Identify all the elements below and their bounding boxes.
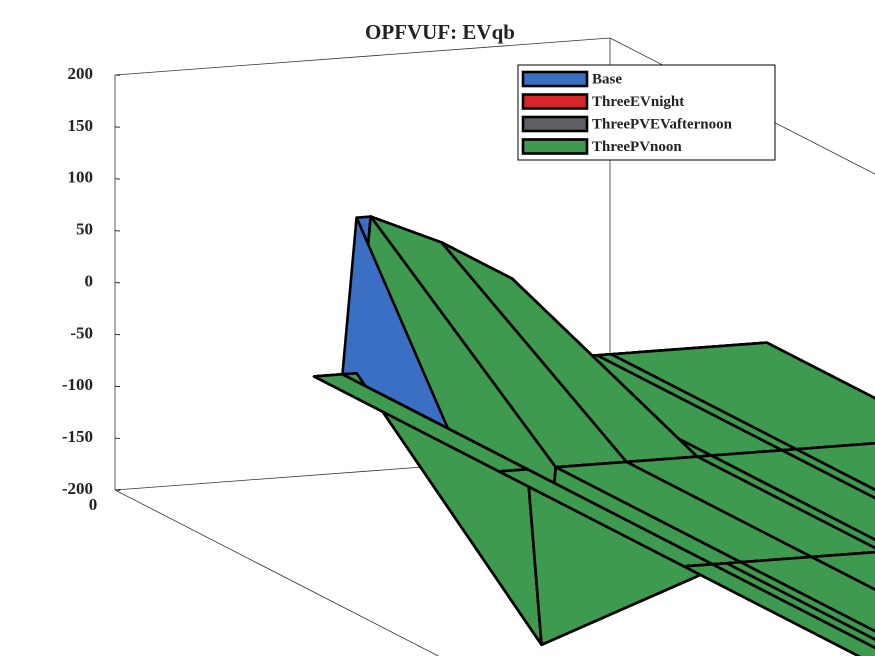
axis-box-edge [114,37,611,76]
axis-box-edge [609,37,875,175]
legend-label: ThreePVEVafternoon [592,116,733,132]
legend-label: ThreePVnoon [592,139,682,155]
z-tick-label: 200 [68,64,94,83]
surface-patch [794,442,875,492]
legend-swatch [521,115,589,133]
z-tick-label: 50 [76,220,93,239]
chart-title: OPFVUF: EVqb [365,20,515,44]
y-tick [114,489,122,491]
z-tick-label: -200 [62,479,93,498]
legend-swatch [521,93,589,110]
legend-label: ThreeEVnight [592,94,684,110]
legend-label: Base [592,71,622,87]
legend-swatch [521,70,589,88]
z-tick-label: 150 [68,116,94,135]
axis-box-edge [114,489,440,656]
z-tick-label: 100 [68,168,94,187]
z-tick-label: -50 [70,323,93,342]
z-tick-label: 0 [85,271,94,290]
surface-patch [682,563,875,656]
y-tick-label: 0 [89,495,98,514]
z-tick-label: -100 [62,375,93,394]
z-tick-label: -150 [62,427,93,446]
legend-swatch [521,138,589,155]
